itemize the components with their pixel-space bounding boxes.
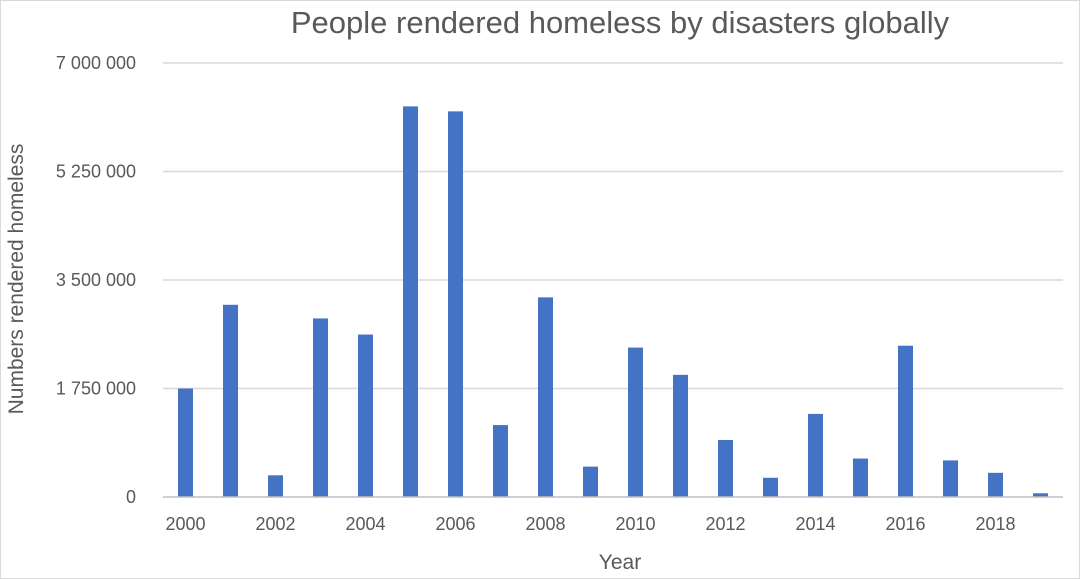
y-tick-label: 3 500 000 bbox=[56, 270, 136, 290]
y-tick-label: 1 750 000 bbox=[56, 379, 136, 399]
bar-2009 bbox=[583, 466, 598, 497]
chart-title: People rendered homeless by disasters gl… bbox=[291, 5, 950, 40]
bar-2008 bbox=[538, 297, 553, 497]
x-tick-label: 2018 bbox=[975, 514, 1015, 534]
bar-2015 bbox=[853, 458, 868, 497]
x-tick-label: 2014 bbox=[795, 514, 835, 534]
y-axis-ticks: 0 1 750 000 3 500 000 5 250 000 7 000 000 bbox=[56, 53, 136, 507]
x-tick-label: 2012 bbox=[705, 514, 745, 534]
bar-2004 bbox=[358, 334, 373, 497]
bar-2013 bbox=[763, 477, 778, 497]
bar-2017 bbox=[943, 460, 958, 497]
bar-2000 bbox=[178, 388, 193, 497]
x-axis-ticks: 2000 2002 2004 2006 2008 2010 2012 2014 2016 2018 bbox=[165, 514, 1015, 534]
x-tick-label: 2000 bbox=[165, 514, 205, 534]
y-tick-label: 7 000 000 bbox=[56, 53, 136, 73]
y-axis-label: Numbers rendered homeless bbox=[5, 144, 28, 415]
gridlines bbox=[163, 62, 1063, 390]
bar-2014 bbox=[808, 413, 823, 497]
bar-2002 bbox=[268, 475, 283, 497]
bar-2012 bbox=[718, 439, 733, 497]
x-tick-label: 2008 bbox=[525, 514, 565, 534]
y-tick-label: 5 250 000 bbox=[56, 162, 136, 182]
bar-2006 bbox=[448, 111, 463, 498]
bar-2011 bbox=[673, 374, 688, 497]
x-tick-label: 2010 bbox=[615, 514, 655, 534]
bar-2016 bbox=[898, 345, 913, 497]
x-axis-label: Year bbox=[599, 551, 641, 574]
bar-2003 bbox=[313, 318, 328, 497]
x-tick-label: 2006 bbox=[435, 514, 475, 534]
bar-2019 bbox=[1033, 493, 1048, 497]
x-tick-label: 2004 bbox=[345, 514, 385, 534]
bar-2010 bbox=[628, 347, 643, 497]
x-tick-label: 2016 bbox=[885, 514, 925, 534]
y-tick-label: 0 bbox=[126, 487, 136, 507]
bar-2005 bbox=[403, 106, 418, 498]
bar-2001 bbox=[223, 304, 238, 497]
bar-2007 bbox=[493, 425, 508, 497]
bars bbox=[178, 106, 1048, 498]
x-tick-label: 2002 bbox=[255, 514, 295, 534]
bar-2018 bbox=[988, 472, 1003, 497]
